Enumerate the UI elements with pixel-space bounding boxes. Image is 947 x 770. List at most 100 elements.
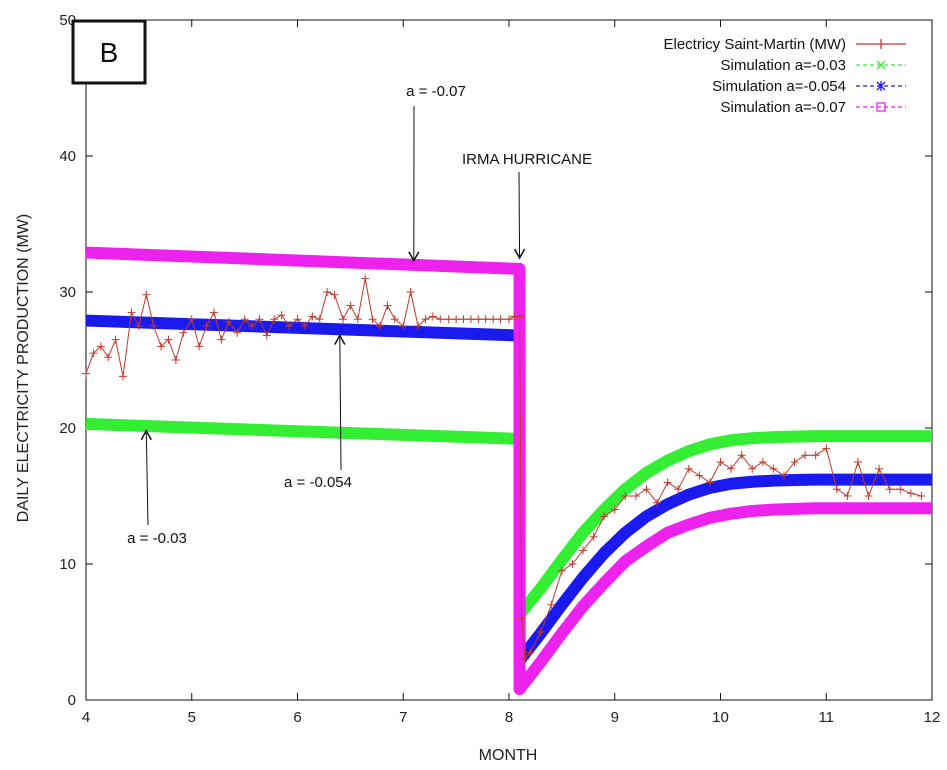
data-point	[727, 464, 736, 473]
arrow-head	[334, 333, 346, 345]
x-tick-label: 7	[399, 709, 407, 726]
y-tick-label: 0	[68, 692, 76, 709]
data-point	[875, 464, 884, 473]
y-tick-label: 40	[59, 148, 76, 165]
annotation-arrow	[145, 430, 149, 526]
data-point	[758, 458, 767, 466]
data-point	[361, 274, 370, 283]
annotation: IRMA HURRICANE	[462, 151, 592, 260]
data-point	[202, 322, 211, 330]
data-point	[406, 288, 415, 296]
legend-item: Simulation a=-0.03	[721, 57, 906, 74]
data-point	[89, 349, 98, 358]
data-point	[474, 315, 483, 324]
data-point	[466, 315, 475, 324]
x-axis: 4 5 6 7 8 9 10 11 12	[82, 20, 941, 726]
data-point	[277, 311, 286, 320]
data-point	[885, 485, 894, 494]
data-point	[737, 451, 746, 460]
legend-label: Electricy Saint-Martin (MW)	[663, 36, 846, 53]
data-point	[399, 322, 408, 330]
series-layer	[82, 246, 932, 696]
arrow-head	[140, 429, 152, 441]
legend-label: Simulation a=-0.03	[721, 57, 847, 74]
data-point	[832, 485, 841, 494]
data-point	[149, 322, 158, 330]
annotation: a = -0.054	[284, 333, 352, 491]
data-point	[119, 372, 128, 381]
legend-item: Electricy Saint-Martin (MW)	[663, 36, 906, 53]
series-line-2	[85, 314, 932, 667]
data-point	[452, 315, 461, 324]
arrow-head	[513, 248, 526, 260]
data-point	[801, 451, 810, 460]
series-line-1	[85, 417, 932, 621]
data-point	[536, 628, 545, 636]
annotation-arrow	[339, 335, 342, 471]
data-point	[270, 315, 279, 324]
data-point	[111, 335, 120, 344]
data-point	[187, 315, 196, 324]
data-point	[255, 315, 264, 324]
data-point	[330, 290, 339, 299]
plot-area	[85, 19, 933, 701]
y-tick-label: 10	[59, 556, 76, 573]
x-tick-label: 6	[293, 709, 301, 726]
data-point	[217, 335, 226, 344]
y-tick-label: 20	[59, 420, 76, 437]
data-point	[769, 464, 778, 473]
data-point	[695, 471, 704, 480]
x-tick-label: 12	[924, 709, 941, 726]
panel-label-box: B	[71, 19, 147, 85]
plot-frame	[85, 19, 933, 701]
data-point	[436, 315, 445, 324]
data-point	[353, 315, 362, 324]
data-point	[240, 315, 249, 324]
data-point	[375, 322, 384, 330]
data-point	[82, 369, 90, 378]
data-point	[209, 308, 218, 317]
data-point	[164, 335, 173, 344]
data-point	[323, 288, 332, 296]
y-tick-label: 30	[59, 284, 76, 301]
data-point	[142, 290, 151, 299]
annotation-arrow	[518, 171, 521, 259]
data-point	[421, 315, 430, 324]
data-point	[621, 492, 630, 500]
data-point	[308, 312, 317, 321]
x-tick-label: 9	[611, 709, 619, 726]
data-point	[896, 485, 905, 494]
data-point	[526, 648, 535, 657]
annotation: a = -0.07	[406, 83, 466, 263]
data-point	[383, 301, 392, 310]
data-point	[589, 532, 598, 541]
data-point	[315, 315, 324, 324]
data-point	[705, 478, 714, 487]
x-tick-label: 8	[505, 709, 513, 726]
arrow-head	[408, 251, 420, 263]
data-point	[843, 492, 852, 500]
data-point	[414, 322, 423, 330]
data-point	[104, 353, 113, 362]
data-point	[300, 322, 309, 330]
data-point	[557, 566, 566, 575]
data-point	[481, 315, 490, 324]
data-point	[547, 600, 556, 609]
data-point	[864, 492, 873, 500]
data-point	[579, 546, 588, 555]
data-point	[262, 331, 271, 340]
data-point	[663, 478, 672, 487]
data-point	[520, 655, 529, 664]
data-point	[459, 315, 468, 324]
data-point	[779, 471, 788, 480]
data-point	[790, 458, 799, 466]
data-point	[853, 458, 862, 466]
panel-label: B	[100, 37, 119, 68]
legend-item: Simulation a=-0.07	[721, 99, 906, 116]
data-point	[600, 512, 609, 521]
annotation-label: a = -0.03	[127, 530, 187, 547]
data-point	[748, 464, 757, 473]
x-tick-label: 5	[188, 709, 196, 726]
data-point	[822, 444, 831, 453]
